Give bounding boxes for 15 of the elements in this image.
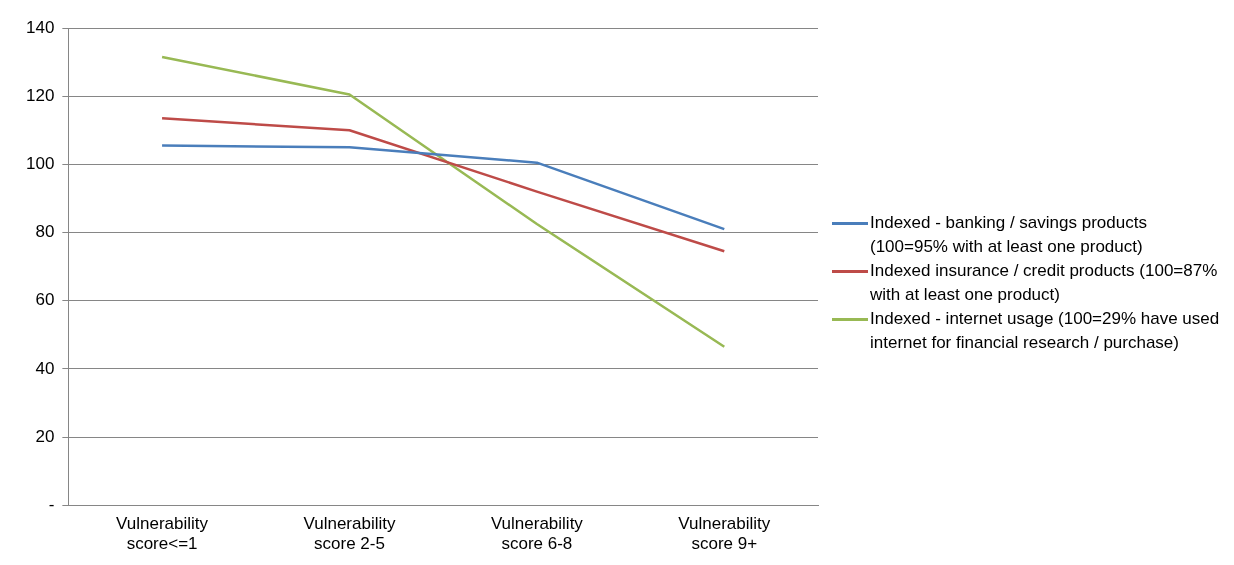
legend-label: Indexed - banking / savings products (100=95% with at least one product) <box>870 212 1148 258</box>
x-tick-label: Vulnerability score<=1 <box>116 514 209 554</box>
y-tick-label: 120 <box>25 85 55 105</box>
y-tick-label: 20 <box>35 426 55 446</box>
y-tick-label: 40 <box>35 358 55 378</box>
y-tick-label: - <box>48 494 55 514</box>
x-tick-label: Vulnerability score 9+ <box>678 514 771 554</box>
legend-label: Indexed insurance / credit products (100=87% with at least one product) <box>870 260 1219 306</box>
y-tick-label: 140 <box>25 17 55 37</box>
y-tick-label: 100 <box>25 154 55 174</box>
x-tick-label: Vulnerability score 6-8 <box>490 514 584 554</box>
y-tick-label: 60 <box>35 290 55 310</box>
y-tick-label: 80 <box>35 222 55 242</box>
x-tick-label: Vulnerability score 2-5 <box>303 514 396 554</box>
legend-label: Indexed - internet usage (100=29% have used internet for financial research / purchase) <box>870 308 1221 354</box>
